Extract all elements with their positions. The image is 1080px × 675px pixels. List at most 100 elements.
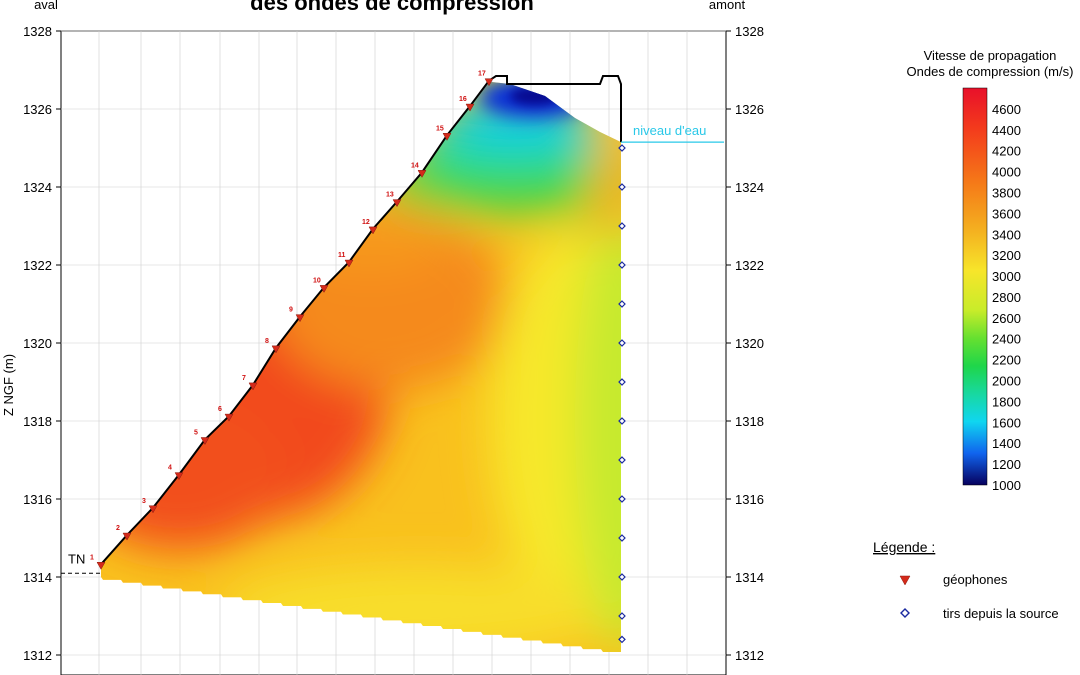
blob-green-band [380, 145, 621, 215]
geophone-marker [344, 259, 354, 268]
legend: Légende : géophones tirs depuis la sourc… [873, 539, 1059, 621]
geophone-label: 12 [362, 219, 370, 226]
colorbar-tick-label-9: 2800 [992, 290, 1021, 305]
geophone-marker [271, 345, 281, 354]
legend-shots-label: tirs depuis la source [943, 606, 1059, 621]
y-tick-label-left-2: 1316 [23, 492, 52, 507]
geophone-label: 5 [194, 430, 198, 437]
shot-marker [618, 417, 626, 425]
blob-green-yellow-face [575, 190, 621, 650]
legend-title: Légende : [873, 539, 935, 555]
shot-marker [618, 534, 626, 542]
geophone-marker [200, 437, 210, 446]
geophone-label: 15 [436, 125, 444, 132]
geophone-marker [465, 103, 475, 112]
shot-marker [618, 183, 626, 191]
colorbar-tick-label-4: 3800 [992, 185, 1021, 200]
y-tick-label-left-6: 1324 [23, 180, 52, 195]
y-tick-label-right-4: 1320 [735, 336, 764, 351]
shot-marker [618, 378, 626, 386]
geophone-label: 4 [168, 465, 172, 472]
geophone-marker [248, 382, 258, 391]
geophone-label: 2 [116, 525, 120, 532]
geophone-marker [148, 505, 158, 514]
shot-marker [618, 261, 626, 269]
colorbar-tick-label-8: 3000 [992, 269, 1021, 284]
blob-orange-upper [290, 200, 450, 270]
y-tick-label-right-0: 1312 [735, 648, 764, 663]
colorbar-tick-label-13: 2000 [992, 374, 1021, 389]
shot-marker [618, 339, 626, 347]
y-axis-left: 1312 1314 1316 1318 1320 1322 1324 1326 1328 [23, 24, 61, 663]
colorbar-tick-label-5: 3600 [992, 206, 1021, 221]
shot-marker [618, 635, 626, 644]
y-tick-label-left-8: 1328 [23, 24, 52, 39]
geophone-marker [417, 170, 427, 178]
shot-marker [618, 573, 626, 581]
colorbar-title-2: Ondes de compression (m/s) [907, 64, 1074, 79]
geophone-label: 14 [411, 162, 419, 169]
geophone-marker [442, 133, 452, 141]
legend-shot-icon [900, 608, 910, 618]
geophone-label: 10 [313, 277, 321, 284]
shot-marker [618, 222, 626, 230]
y-axis-right: 1312 1314 1316 1318 1320 1322 1324 1326 1328 [726, 24, 764, 663]
y-tick-label-right-3: 1318 [735, 414, 764, 429]
y-tick-label-right-7: 1326 [735, 102, 764, 117]
geophone-label: 6 [218, 406, 222, 413]
geophone-label: 1 [90, 554, 94, 561]
y-tick-label-right-1: 1314 [735, 570, 764, 585]
label-amont: amont [709, 0, 746, 12]
colorbar-tick-label-17: 1200 [992, 457, 1021, 472]
colorbar-ramp [962, 87, 988, 486]
blob-orange-face [590, 140, 621, 240]
shot-marker [618, 144, 626, 152]
geophone-marker [319, 285, 329, 293]
geophone-marker [96, 562, 106, 570]
y-axis-label: Z NGF (m) [1, 354, 16, 416]
colorbar-tick-label-11: 2400 [992, 332, 1021, 347]
geophone-marker [224, 413, 234, 422]
geophone-marker [295, 314, 305, 323]
geophone-label: 13 [386, 192, 394, 199]
geophone-label: 3 [142, 498, 146, 505]
geophone-label: 16 [459, 96, 467, 103]
y-tick-label-left-4: 1320 [23, 336, 52, 351]
y-tick-label-left-5: 1322 [23, 258, 52, 273]
colorbar-tick-label-10: 2600 [992, 311, 1021, 326]
y-tick-label-left-3: 1318 [23, 414, 52, 429]
blob-yellow-right [490, 230, 621, 610]
colorbar-tick-label-6: 3400 [992, 227, 1021, 242]
legend-geophones-label: géophones [943, 572, 1008, 587]
chart-title: des ondes de compression [250, 0, 534, 15]
colorbar-tick-label-16: 1400 [992, 436, 1021, 451]
colorbar-tick-label-0: 4600 [992, 102, 1021, 117]
y-tick-label-left-0: 1312 [23, 648, 52, 663]
y-tick-label-right-6: 1324 [735, 180, 764, 195]
geophone-label: 11 [338, 252, 346, 259]
shot-marker [618, 456, 626, 464]
colorbar-tick-label-3: 4000 [992, 165, 1021, 180]
shot-marker [618, 612, 626, 620]
colorbar-tick-label-15: 1600 [992, 415, 1021, 430]
geophone-marker [122, 532, 132, 541]
colorbar-title-1: Vitesse de propagation [924, 48, 1057, 63]
shot-marker [618, 495, 626, 503]
geophone-label: 17 [478, 71, 486, 78]
legend-geophone-icon [899, 575, 911, 586]
colorbar-tick-label-12: 2200 [992, 353, 1021, 368]
colorbar-tick-label-18: 1000 [992, 478, 1021, 493]
shot-marker [618, 300, 626, 308]
geophone-marker [484, 78, 494, 87]
tn-label: TN [68, 551, 85, 566]
colorbar-tick-label-14: 1800 [992, 394, 1021, 409]
geophone-marker [392, 199, 402, 208]
blob-yellow-base [220, 565, 620, 652]
blob-navy-crest [510, 87, 560, 105]
y-tick-label-right-8: 1328 [735, 24, 764, 39]
geophone-label: 8 [265, 338, 269, 345]
geophone-label: 7 [242, 375, 246, 382]
colorbar-tick-label-1: 4400 [992, 123, 1021, 138]
